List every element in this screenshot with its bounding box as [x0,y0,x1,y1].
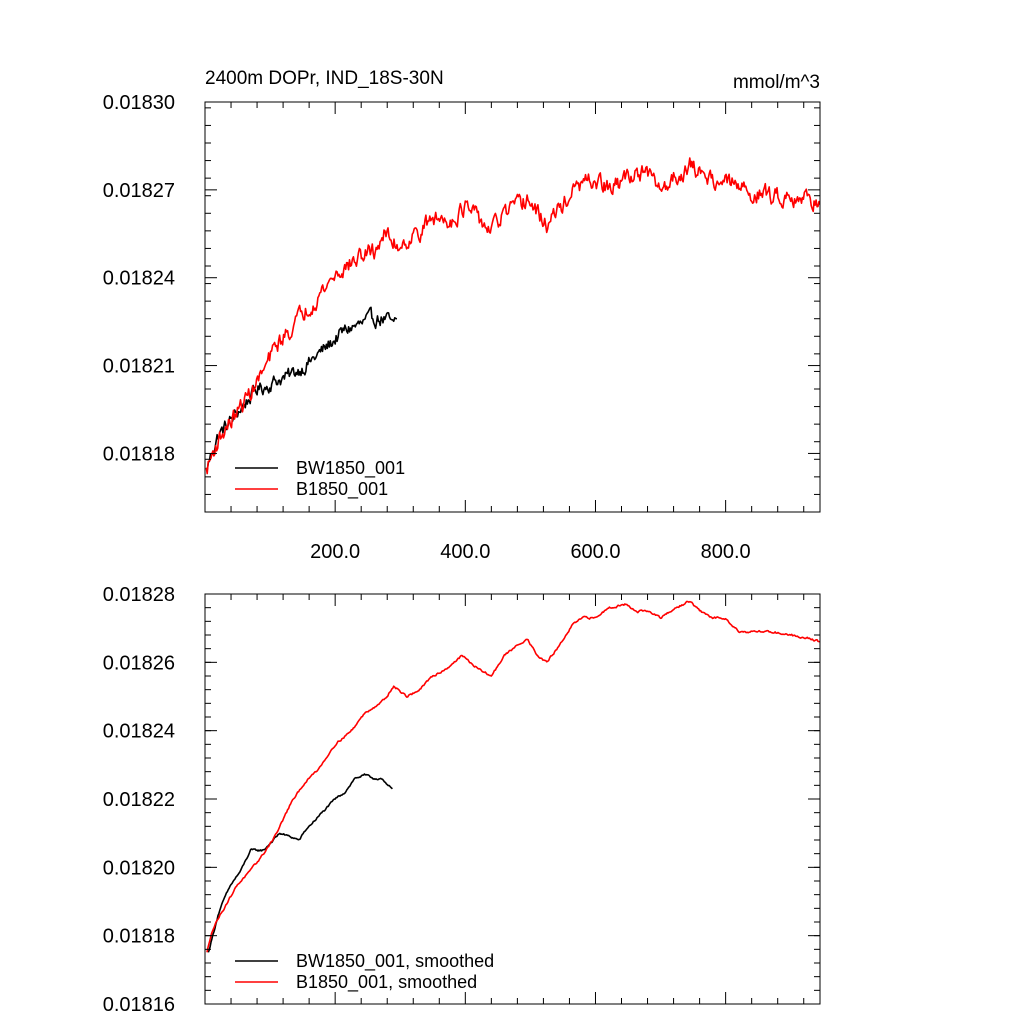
legend-label: BW1850_001, smoothed [296,951,494,972]
series-line-1 [207,773,393,953]
legend-label: B1850_001 [296,479,388,500]
y-tick-label: 0.01822 [103,789,175,811]
y-tick-label: 0.01830 [103,92,175,114]
series-line-2 [205,157,820,475]
y-tick-label: 0.01824 [103,268,175,290]
chart-title: 2400m DOPr, IND_18S-30N [205,68,444,89]
y-tick-label: 0.01818 [103,926,175,948]
y-tick-label: 0.01820 [103,857,175,879]
y-tick-label: 0.01826 [103,652,175,674]
plot-frame [204,593,821,1005]
top-panel: 0.01818 0.01821 0.01824 0.01827 0.01830 200.0… [103,68,821,563]
legend-label: B1850_001, smoothed [296,972,477,993]
y-tick-label: 0.01828 [103,584,175,606]
units-label: mmol/m^3 [733,72,820,93]
y-tick-label: 0.01827 [103,180,175,202]
y-tick-label: 0.01818 [103,443,175,465]
bottom-panel: 0.01816 0.01818 0.01820 0.01822 0.01824 0.018… [103,584,821,1016]
x-tick-label: 600.0 [570,541,620,563]
x-tick-label: 800.0 [701,541,751,563]
plot-frame [204,101,821,513]
y-tick-label: 0.01816 [103,994,175,1016]
x-tick-label: 200.0 [310,541,360,563]
series-line-1 [205,306,398,471]
y-tick-label: 0.01821 [103,356,175,378]
y-tick-label: 0.01824 [103,721,175,743]
x-tick-label: 400.0 [440,541,490,563]
series-line-2 [206,600,820,953]
legend-label: BW1850_001 [296,458,405,479]
